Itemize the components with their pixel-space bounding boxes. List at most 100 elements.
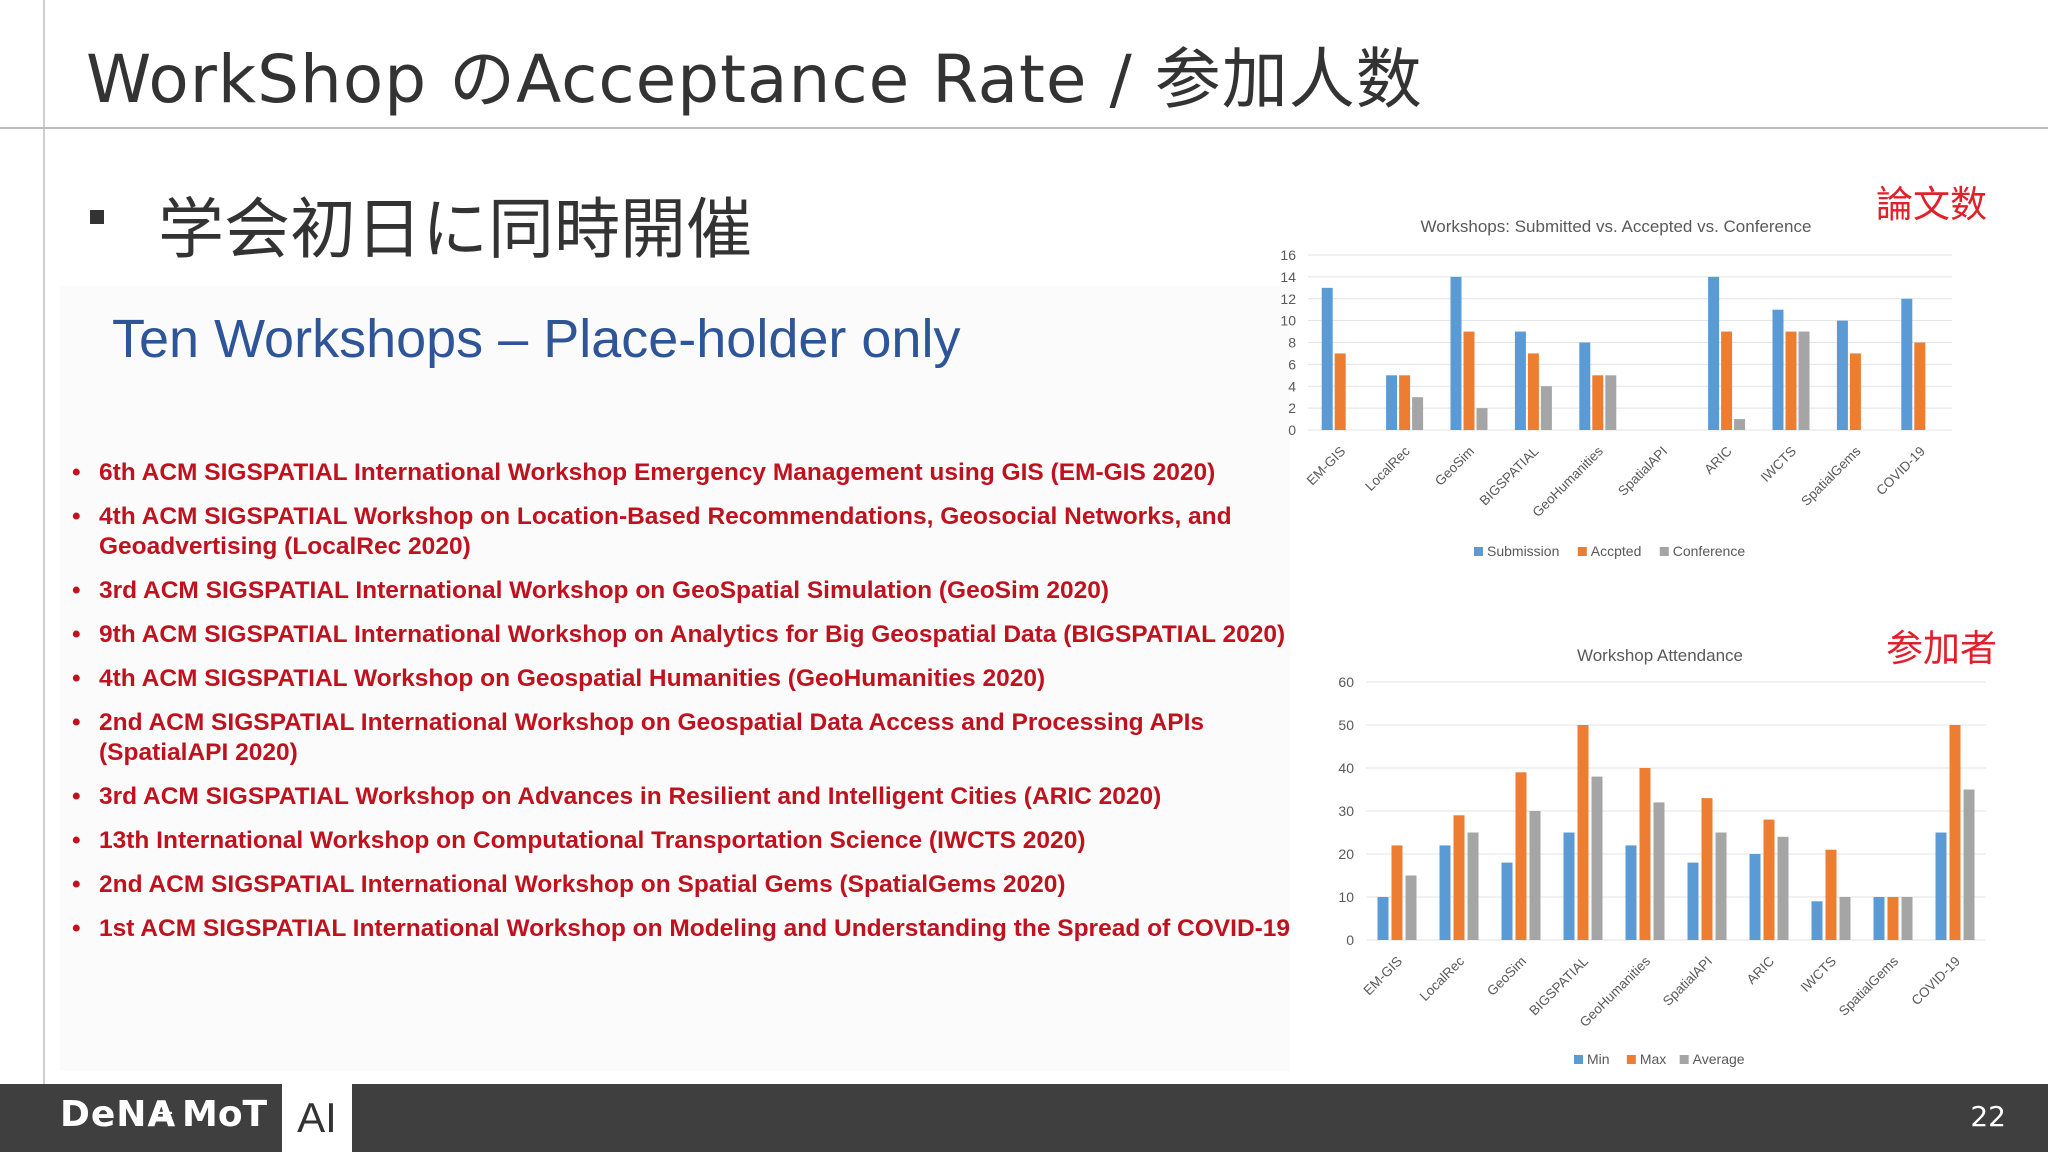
papers-label: 論文数 — [1876, 183, 1987, 226]
x-category-label: GeoSim — [1432, 444, 1477, 489]
main-bullet-text: 学会初日に同時開催 — [158, 191, 752, 268]
x-category-label: EM-GIS — [1304, 444, 1349, 489]
page-number: 22 — [1970, 1100, 2006, 1133]
bar — [1515, 772, 1527, 940]
bar — [1873, 897, 1885, 940]
bar — [1405, 875, 1417, 940]
bar — [1734, 419, 1746, 430]
bar — [1849, 353, 1861, 430]
bar — [1377, 897, 1389, 940]
x-category-label: EM-GIS — [1361, 954, 1406, 999]
workshop-list: 6th ACM SIGSPATIAL International Worksho… — [72, 458, 1292, 958]
bar — [1334, 353, 1346, 430]
workshop-item: 1st ACM SIGSPATIAL International Worksho… — [72, 914, 1292, 944]
y-tick-label: 30 — [1338, 803, 1354, 819]
legend-swatch — [1679, 1055, 1689, 1064]
x-category-label: IWCTS — [1798, 954, 1839, 995]
title-divider — [0, 127, 2048, 129]
x-category-label: ARIC — [1701, 443, 1735, 477]
bar — [1501, 862, 1513, 940]
x-category-label: COVID-19 — [1873, 444, 1928, 499]
bar — [1540, 386, 1552, 430]
legend-label: Max — [1640, 1051, 1666, 1067]
bar — [1579, 342, 1591, 430]
y-tick-label: 60 — [1338, 674, 1354, 690]
bar — [1777, 836, 1789, 940]
x-category-label: ARIC — [1744, 953, 1778, 987]
bullet-square-icon — [90, 210, 104, 224]
x-category-label: SpatialGems — [1836, 953, 1901, 1018]
attendees-label: 参加者 — [1886, 627, 1997, 670]
y-tick-label: 40 — [1338, 760, 1354, 776]
y-tick-label: 6 — [1288, 356, 1296, 372]
logo-plus: + — [153, 1098, 175, 1128]
y-tick-label: 50 — [1338, 717, 1354, 733]
left-divider — [43, 0, 45, 1084]
bar — [1825, 849, 1837, 940]
chart-title: Workshops: Submitted vs. Accepted vs. Co… — [1421, 217, 1812, 236]
y-tick-label: 14 — [1280, 269, 1296, 285]
bar — [1839, 897, 1851, 940]
dena-logo: DeNA — [60, 1094, 177, 1135]
x-category-label: SpatialAPI — [1660, 954, 1715, 1009]
bar — [1785, 331, 1797, 430]
bar — [1914, 342, 1926, 430]
legend-label: Conference — [1673, 543, 1746, 559]
legend-swatch — [1474, 547, 1483, 556]
x-category-label: GeoSim — [1484, 954, 1529, 999]
bar — [1701, 798, 1713, 940]
bar — [1708, 276, 1720, 430]
x-category-label: IWCTS — [1758, 444, 1799, 485]
workshop-item: 2nd ACM SIGSPATIAL International Worksho… — [72, 708, 1292, 768]
bar — [1935, 832, 1947, 940]
y-tick-label: 2 — [1288, 400, 1296, 416]
bar — [1514, 331, 1526, 430]
bar — [1749, 854, 1761, 940]
legend-swatch — [1659, 547, 1669, 556]
workshop-item: 4th ACM SIGSPATIAL Workshop on Geospatia… — [72, 664, 1292, 694]
bar — [1721, 331, 1733, 430]
x-category-label: SpatialAPI — [1615, 444, 1670, 499]
bar — [1591, 776, 1603, 940]
bar — [1811, 901, 1823, 940]
bar — [1453, 815, 1465, 940]
bar — [1605, 375, 1617, 430]
ai-logo: AI — [282, 1084, 352, 1152]
bar — [1476, 408, 1488, 430]
y-tick-label: 4 — [1288, 378, 1296, 394]
bar — [1386, 375, 1398, 430]
bar — [1592, 375, 1604, 430]
x-category-label: BIGSPATIAL — [1477, 443, 1542, 508]
workshop-item: 3rd ACM SIGSPATIAL International Worksho… — [72, 576, 1292, 606]
submission-chart: Workshops: Submitted vs. Accepted vs. Co… — [1280, 217, 1952, 559]
chart-title: Workshop Attendance — [1577, 646, 1743, 665]
bar — [1887, 897, 1899, 940]
bar — [1687, 862, 1699, 940]
y-tick-label: 12 — [1280, 291, 1296, 307]
bar — [1901, 897, 1913, 940]
x-category-label: BIGSPATIAL — [1526, 953, 1591, 1018]
bar — [1763, 819, 1775, 940]
x-category-label: LocalRec — [1362, 443, 1413, 494]
legend-swatch — [1577, 547, 1587, 556]
legend-swatch — [1574, 1055, 1583, 1064]
bar — [1639, 768, 1651, 940]
legend-label: Submission — [1487, 543, 1559, 559]
x-category-label: LocalRec — [1417, 953, 1468, 1004]
bar — [1653, 802, 1665, 940]
y-tick-label: 0 — [1346, 932, 1354, 948]
slide-title: WorkShop のAcceptance Rate / 参加人数 — [86, 41, 1423, 118]
bar — [1901, 298, 1913, 430]
bar — [1772, 309, 1784, 430]
y-tick-label: 0 — [1288, 422, 1296, 438]
bar — [1463, 331, 1475, 430]
embedded-heading: Ten Workshops – Place-holder only — [112, 309, 961, 369]
bar — [1963, 789, 1975, 940]
bar — [1715, 832, 1727, 940]
bar — [1450, 276, 1462, 430]
bar — [1412, 397, 1424, 430]
bar — [1527, 353, 1539, 430]
bar — [1467, 832, 1479, 940]
workshop-item: 2nd ACM SIGSPATIAL International Worksho… — [72, 870, 1292, 900]
bar — [1625, 845, 1637, 940]
